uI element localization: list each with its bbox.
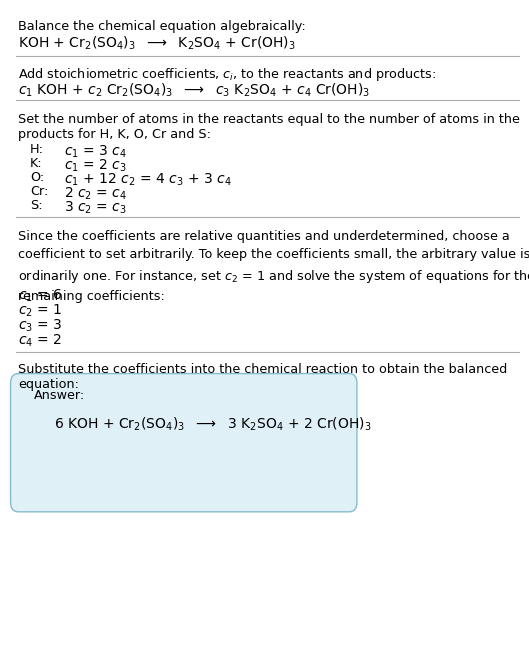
FancyBboxPatch shape (11, 373, 357, 512)
Text: Add stoichiometric coefficients, $c_i$, to the reactants and products:: Add stoichiometric coefficients, $c_i$, … (19, 66, 436, 83)
Text: 3 $c_2$ = $c_3$: 3 $c_2$ = $c_3$ (65, 199, 127, 215)
Text: $c_1$ + 12 $c_2$ = 4 $c_3$ + 3 $c_4$: $c_1$ + 12 $c_2$ = 4 $c_3$ + 3 $c_4$ (65, 171, 232, 188)
Text: $c_2$ = 1: $c_2$ = 1 (19, 303, 62, 319)
Text: S:: S: (30, 199, 43, 212)
Text: 2 $c_2$ = $c_4$: 2 $c_2$ = $c_4$ (65, 185, 127, 202)
Text: H:: H: (30, 144, 44, 157)
Text: Cr:: Cr: (30, 185, 49, 198)
Text: $c_4$ = 2: $c_4$ = 2 (19, 333, 62, 349)
Text: KOH + Cr$_2$(SO$_4$)$_3$  $\longrightarrow$  K$_2$SO$_4$ + Cr(OH)$_3$: KOH + Cr$_2$(SO$_4$)$_3$ $\longrightarro… (19, 35, 296, 52)
Text: $c_1$ = 6: $c_1$ = 6 (19, 287, 63, 303)
Text: Since the coefficients are relative quantities and underdetermined, choose a
coe: Since the coefficients are relative quan… (19, 230, 529, 303)
Text: $c_3$ = 3: $c_3$ = 3 (19, 318, 62, 334)
Text: $c_1$ = 3 $c_4$: $c_1$ = 3 $c_4$ (65, 144, 127, 160)
Text: $c_1$ KOH + $c_2$ Cr$_2$(SO$_4$)$_3$  $\longrightarrow$  $c_3$ K$_2$SO$_4$ + $c_: $c_1$ KOH + $c_2$ Cr$_2$(SO$_4$)$_3$ $\l… (19, 82, 370, 99)
Text: Balance the chemical equation algebraically:: Balance the chemical equation algebraica… (19, 20, 306, 33)
Text: Substitute the coefficients into the chemical reaction to obtain the balanced: Substitute the coefficients into the che… (19, 363, 507, 376)
Text: O:: O: (30, 171, 44, 184)
Text: Set the number of atoms in the reactants equal to the number of atoms in the: Set the number of atoms in the reactants… (19, 113, 520, 126)
Text: $c_1$ = 2 $c_3$: $c_1$ = 2 $c_3$ (65, 157, 127, 174)
Text: products for H, K, O, Cr and S:: products for H, K, O, Cr and S: (19, 128, 211, 141)
Text: K:: K: (30, 157, 43, 170)
Text: equation:: equation: (19, 378, 79, 391)
Text: Answer:: Answer: (34, 389, 85, 402)
Text: 6 KOH + Cr$_2$(SO$_4$)$_3$  $\longrightarrow$  3 K$_2$SO$_4$ + 2 Cr(OH)$_3$: 6 KOH + Cr$_2$(SO$_4$)$_3$ $\longrightar… (54, 416, 372, 433)
